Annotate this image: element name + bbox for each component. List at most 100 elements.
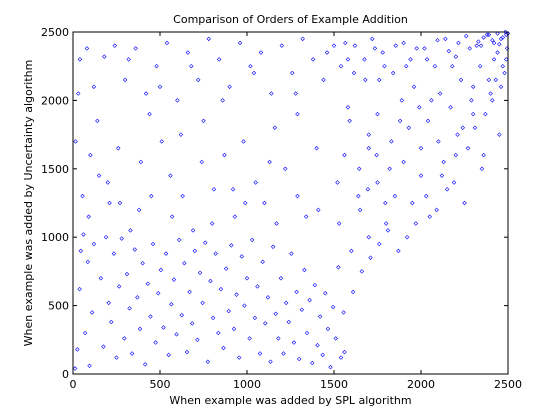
data-point (274, 221, 279, 226)
data-point (176, 237, 182, 243)
data-point (362, 57, 367, 62)
data-point (96, 173, 102, 178)
data-point (495, 50, 500, 55)
data-point (91, 241, 97, 247)
data-point (281, 351, 286, 356)
data-point (229, 243, 234, 248)
data-point (503, 29, 508, 35)
data-point (470, 111, 476, 117)
data-point (491, 57, 497, 62)
data-point (325, 326, 331, 332)
data-point (476, 39, 481, 44)
data-point (387, 166, 392, 172)
x-tick-label: 1500 (320, 378, 348, 391)
data-point (226, 308, 231, 314)
data-point (158, 267, 164, 273)
data-point (458, 77, 464, 83)
data-point (469, 98, 474, 103)
data-point (451, 180, 457, 185)
data-point (439, 173, 445, 178)
data-point (375, 111, 380, 117)
data-point (126, 57, 131, 62)
data-point (269, 91, 274, 96)
data-point (401, 40, 406, 46)
data-point (252, 315, 258, 321)
data-point (374, 152, 379, 158)
data-point (450, 63, 455, 69)
data-point (357, 166, 362, 172)
data-point (279, 43, 285, 48)
points-layer (72, 29, 511, 371)
data-point (403, 63, 409, 69)
data-point (112, 43, 117, 48)
data-point (377, 241, 382, 247)
data-point (189, 63, 194, 69)
data-point (370, 36, 375, 42)
data-point (484, 32, 490, 37)
data-point (427, 214, 432, 219)
ticks-layer: 0 500 1000 1500 2000 2500 0 500 1000 1500 2000 2500 (41, 26, 522, 391)
data-point (164, 40, 170, 46)
data-point (132, 247, 137, 252)
data-point (166, 352, 171, 358)
data-point (171, 277, 177, 282)
data-point (137, 326, 143, 332)
data-point (206, 36, 211, 42)
data-point (101, 344, 106, 349)
data-point (197, 270, 203, 275)
data-point (456, 40, 461, 46)
data-point (436, 139, 441, 144)
data-point (389, 139, 394, 144)
data-point (335, 180, 340, 185)
data-point (208, 278, 213, 284)
data-point (383, 200, 388, 206)
data-point (145, 281, 151, 286)
data-point (418, 173, 424, 178)
data-point (138, 159, 144, 165)
data-point (441, 159, 446, 165)
data-point (323, 291, 328, 296)
data-point (140, 260, 145, 266)
data-point (142, 362, 148, 367)
data-point (273, 311, 278, 317)
data-point (443, 36, 448, 42)
data-point (82, 330, 88, 336)
data-point (414, 46, 419, 51)
data-point (278, 276, 284, 281)
data-point (392, 193, 398, 199)
data-point (276, 336, 281, 341)
x-tick-label: 2000 (407, 378, 435, 391)
data-point (296, 356, 302, 362)
data-point (148, 314, 153, 319)
data-point (359, 269, 365, 274)
data-point (73, 139, 78, 144)
x-axis-label: When example was added by SPL algorithm (169, 394, 411, 407)
data-point (429, 98, 434, 103)
data-point (85, 259, 91, 265)
data-point (178, 132, 184, 137)
data-point (372, 46, 378, 51)
data-point (184, 349, 190, 355)
data-point (106, 300, 111, 306)
data-point (133, 46, 138, 51)
y-axis-label: When example was added by Uncertainty al… (22, 60, 35, 347)
data-point (199, 159, 204, 165)
data-point (486, 77, 492, 83)
data-point (397, 118, 403, 124)
data-point (294, 289, 299, 295)
data-point (122, 336, 127, 341)
data-point (446, 48, 452, 54)
data-point (293, 91, 298, 96)
data-point (393, 43, 398, 48)
data-point (190, 228, 196, 233)
data-point (351, 70, 357, 76)
data-point (432, 63, 438, 69)
data-point (111, 251, 117, 256)
data-point (377, 77, 382, 83)
data-point (98, 276, 104, 281)
data-point (478, 43, 484, 48)
data-point (444, 187, 450, 192)
data-point (497, 42, 502, 47)
